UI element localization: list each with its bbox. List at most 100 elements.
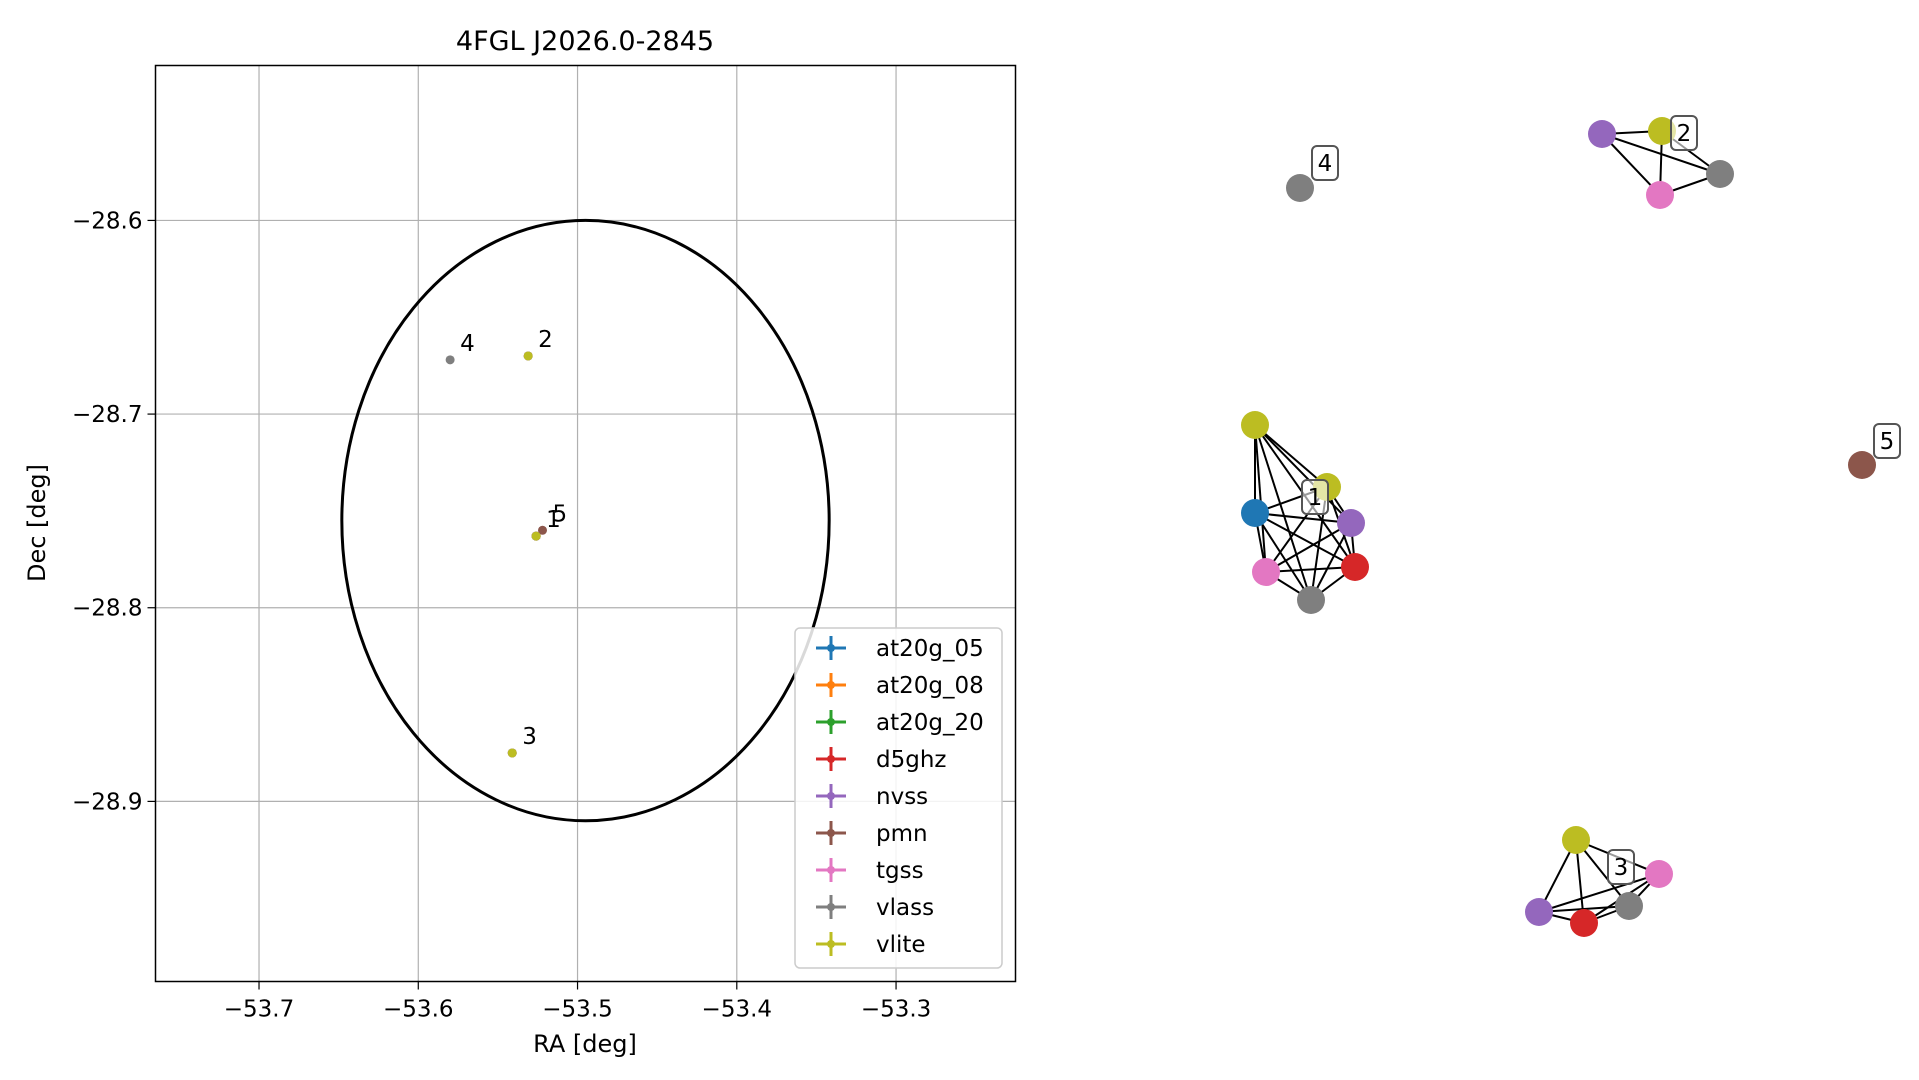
network-edge [1254,424,1267,573]
x-axis-label: RA [deg] [533,1030,637,1058]
y-tick-label: −28.9 [72,789,142,815]
cluster-label-box [1670,115,1698,151]
cluster-label-box [1607,849,1635,885]
plot-frame [154,64,1017,983]
network-node-vlite [1241,411,1269,439]
network-node-vlass [1615,892,1643,920]
point-vlite [531,531,541,541]
network-node-d5ghz [1570,909,1598,937]
network-node-vlite [1648,117,1676,145]
legend-label-pmn: pmn [876,821,928,847]
legend-marker-tgss [827,866,835,874]
network-edge [1254,512,1356,568]
legend-label-at20g_20: at20g_20 [876,710,984,736]
point-vlite [523,351,533,361]
legend-label-nvss: nvss [876,784,928,810]
network-node-pmn [1848,451,1876,479]
x-tick-label: −53.5 [542,997,612,1023]
legend-marker-at20g_20 [827,718,835,726]
y-tick-label: −28.7 [72,402,142,428]
network-node-d5ghz [1341,553,1369,581]
y-tick-label: −28.6 [72,208,142,234]
x-tick-label: −53.6 [383,997,453,1023]
y-tick-label: −28.8 [72,596,142,622]
cluster-label-text: 3 [1614,855,1629,881]
x-tick-label: −53.3 [861,997,931,1023]
network-node-vlite [1562,826,1590,854]
network-edge [1601,133,1661,196]
crossmatch-network-graph: 1 2 3 4 5 [1241,115,1901,937]
x-tick-label: −53.7 [224,997,294,1023]
chart-title: 4FGL J2026.0-2845 [456,26,714,57]
cluster-label-text: 4 [1318,151,1333,177]
legend: at20g_05 at20g_08 at20g_20 d5ghz nvss pmn tgss… [794,627,1003,969]
data-points [445,351,547,758]
y-axis-ticks: −28.6 −28.7 −28.8 −28.9 [72,208,156,815]
network-node-at20g_05 [1241,499,1269,527]
network-node-vlass [1286,174,1314,202]
network-edge [1538,873,1660,913]
network-edge [1310,522,1352,601]
x-tick-label: −53.4 [702,997,772,1023]
localization-ellipse [340,218,831,823]
network-node-vlass [1297,586,1325,614]
cluster-label-2: 2 [1670,115,1698,151]
legend-marker-vlite [827,940,835,948]
point-label-2: 2 [538,327,553,353]
network-node-tgss [1646,181,1674,209]
point-vlass [445,355,455,365]
network-edge [1254,424,1352,524]
legend-marker-pmn [827,829,835,837]
cluster-label-box [1301,479,1329,515]
network-edge [1254,512,1352,524]
legend-marker-nvss [827,792,835,800]
legend-marker-at20g_08 [827,681,835,689]
cluster-label-box [1311,145,1339,181]
network-edge [1265,566,1356,573]
cluster-label-text: 5 [1880,429,1895,455]
network-node-tgss [1252,558,1280,586]
point-vlite [507,748,517,758]
legend-label-d5ghz: d5ghz [876,747,946,773]
network-edge [1254,424,1328,488]
ellipse-outline [340,218,831,823]
point-pmn [538,525,547,535]
point-labels: 1 2 3 4 5 [460,327,567,750]
y-axis-label: Dec [deg] [23,464,51,582]
network-node-tgss [1645,860,1673,888]
cluster-label-4: 4 [1311,145,1339,181]
cluster-labels: 1 2 3 4 5 [1301,115,1901,885]
cluster-label-3: 3 [1607,849,1635,885]
point-label-3: 3 [522,724,537,750]
network-nodes [1241,117,1876,937]
cluster-label-text: 2 [1677,121,1692,147]
legend-label-at20g_05: at20g_05 [876,636,984,662]
network-node-nvss [1588,120,1616,148]
legend-box [794,627,1003,969]
network-node-nvss [1525,898,1553,926]
legend-marker-vlass [827,903,835,911]
cluster-label-box [1873,423,1901,459]
point-label-5: 5 [553,501,568,527]
legend-label-vlite: vlite [876,932,926,958]
cluster-label-5: 5 [1873,423,1901,459]
point-label-1: 1 [546,507,561,533]
network-edge [1265,522,1352,573]
network-edge [1575,839,1630,907]
network-edge [1254,512,1312,601]
legend-label-vlass: vlass [876,895,934,921]
cluster-label-1: 1 [1301,479,1329,515]
network-node-nvss [1337,509,1365,537]
legend-marker-d5ghz [827,755,835,763]
legend-marker-at20g_05 [827,644,835,652]
legend-items: at20g_05 at20g_08 at20g_20 d5ghz nvss pmn tgss… [816,636,984,958]
legend-label-tgss: tgss [876,858,924,884]
x-axis-ticks: −53.7 −53.6 −53.5 −53.4 −53.3 [224,981,931,1023]
cluster-label-text: 1 [1308,485,1323,511]
legend-label-at20g_08: at20g_08 [876,673,984,699]
network-edges [1254,130,1721,924]
point-label-4: 4 [460,331,475,357]
network-node-vlass [1706,160,1734,188]
